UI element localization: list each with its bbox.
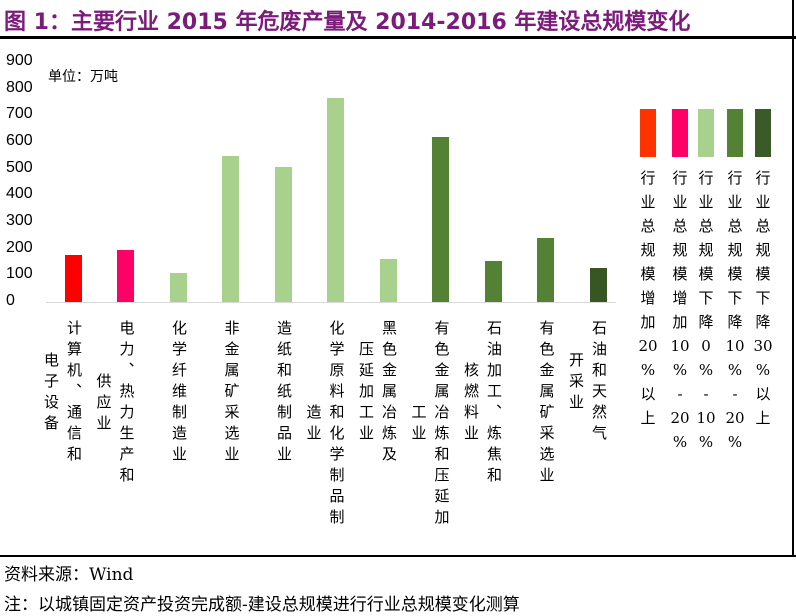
x-label-line: 石油和天然气: [590, 320, 608, 446]
legend-label: 行业总规模下降 30% 以上: [753, 169, 773, 427]
footer-divider: [0, 555, 796, 557]
footnote: 注：以城镇固定资产投资完成额-建设总规模进行行业总规模变化测算: [4, 595, 520, 615]
bar: [327, 98, 344, 302]
x-label-line: 开采业: [567, 351, 585, 415]
y-tick-label: 600: [6, 132, 33, 149]
x-axis: [46, 302, 616, 303]
bar: [117, 250, 134, 302]
x-label-line: 压延加工业: [357, 341, 375, 446]
x-label-line: 造业: [304, 404, 323, 446]
title-divider: [0, 36, 796, 39]
x-label-line: 化学纤维制造业: [170, 320, 188, 467]
x-label-line: 电子设备: [42, 351, 60, 436]
legend-label: 行业总规模增加 10% -20%: [670, 169, 690, 451]
x-label-line: 工业: [409, 404, 428, 446]
x-label-line: 造纸和纸制品业: [275, 320, 293, 467]
chart-border: [792, 0, 794, 556]
x-label-line: 黑色金属冶炼及: [380, 320, 398, 467]
x-label-line: 计算机、通信和: [65, 320, 83, 467]
x-tick-label: 计算机、通信和 电子设备: [42, 320, 83, 467]
bar: [589, 268, 607, 302]
bar: [64, 255, 82, 302]
bar: [222, 156, 239, 302]
y-tick-label: 300: [6, 212, 33, 229]
y-tick-label: 0: [6, 292, 15, 309]
x-tick-label: 电力、热力生产和 供应业: [94, 320, 136, 488]
legend-label: 行业总规模下降 10% -20%: [725, 169, 745, 451]
x-label-line: 核燃料业: [462, 362, 480, 446]
y-tick-label: 400: [6, 185, 33, 203]
x-label-line: 石油加工、炼焦和: [485, 320, 503, 488]
legend-swatch: [672, 109, 688, 157]
bar: [169, 273, 187, 302]
x-label-line: 化学原料和化学制品制: [327, 320, 346, 530]
y-tick-label: 500: [6, 158, 33, 176]
legend-swatch: [755, 109, 771, 157]
legend-swatch: [640, 109, 656, 157]
bar-chart: 单位：万吨 0 100 200 300 400 500 600 700 800 900 计算机、通信…: [6, 52, 773, 530]
bar: [432, 137, 449, 302]
x-tick-label: 化学纤维制造业: [170, 320, 188, 467]
x-tick-label: 非金属矿采选业: [222, 320, 241, 467]
unit-label: 单位：万吨: [48, 69, 118, 85]
x-tick-label: 有色金属冶炼和压延加 工业: [409, 320, 451, 530]
legend-swatch: [698, 109, 714, 157]
bar: [379, 259, 397, 302]
chart-title: 图 1：主要行业 2015 年危废产量及 2014-2016 年建设总规模变化: [4, 10, 691, 35]
x-label-line: 电力、热力生产和: [117, 320, 136, 488]
bar: [484, 261, 502, 302]
legend-swatch: [727, 109, 743, 157]
y-tick-label: 200: [6, 238, 33, 256]
legend-label: 行业总规模下降 0% -10%: [696, 169, 716, 451]
x-tick-label: 有色金属矿采选业: [537, 320, 556, 488]
bar: [537, 238, 554, 302]
x-tick-label: 石油和天然气 开采业: [567, 320, 608, 446]
x-label-line: 有色金属冶炼和压延加: [432, 320, 451, 530]
x-tick-label: 化学原料和化学制品制 造业: [304, 320, 346, 530]
x-label-line: 有色金属矿采选业: [537, 320, 556, 488]
legend-label: 行业总规模增加 20% 以上: [638, 169, 658, 427]
x-tick-label: 石油加工、炼焦和 核燃料业: [462, 320, 503, 488]
x-tick-label: 黑色金属冶炼及 压延加工业: [357, 320, 398, 467]
bar: [274, 167, 292, 302]
x-tick-label: 造纸和纸制品业: [275, 320, 293, 467]
y-tick-label: 100: [6, 265, 33, 283]
y-tick-label: 700: [6, 105, 33, 123]
y-tick-label: 900: [6, 52, 33, 69]
x-label-line: 非金属矿采选业: [222, 320, 241, 467]
source-note: 资料来源：Wind: [4, 565, 134, 585]
x-label-line: 供应业: [94, 372, 113, 436]
y-tick-label: 800: [6, 78, 33, 96]
